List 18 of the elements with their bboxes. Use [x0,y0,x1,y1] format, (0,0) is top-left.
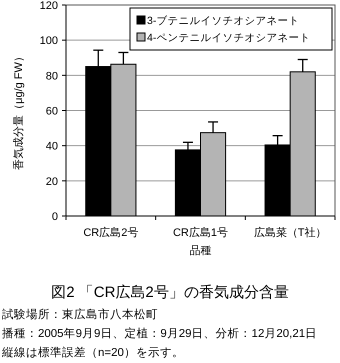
text: 縦線は標準誤差（n=20）を示す。 [1,346,184,359]
legend-label: 4-ペンテニルイソチオシアネート [147,32,310,44]
y-tick-label: 60 [46,106,58,118]
x-tick-label: CR広島1号 [172,226,228,239]
y-tick-label: 40 [46,140,58,153]
y-tick-label: 120 [40,0,58,12]
x-axis-title: 品種 [190,245,212,257]
y-tick-label: 0 [52,211,58,223]
text: 試験場所：東広島市八本松町 [2,307,158,321]
x-tick-label: 広島菜（T社） [254,226,327,239]
y-axis-title: 香気成分量（μg/g FW） [12,51,25,170]
y-tick-label: 100 [40,35,58,48]
legend-label: 3-ブテニルイソチオシアネート [147,14,300,27]
text: 図2 「CR広島2号」の香気成分含量 [51,284,289,301]
y-tick-label: 80 [46,70,58,82]
y-tick-label: 20 [46,176,58,188]
x-tick-label: CR広島2号 [83,226,138,239]
text: 播種：2005年9月9日、定植：9月29日、分析：12月20,21日 [2,326,318,340]
